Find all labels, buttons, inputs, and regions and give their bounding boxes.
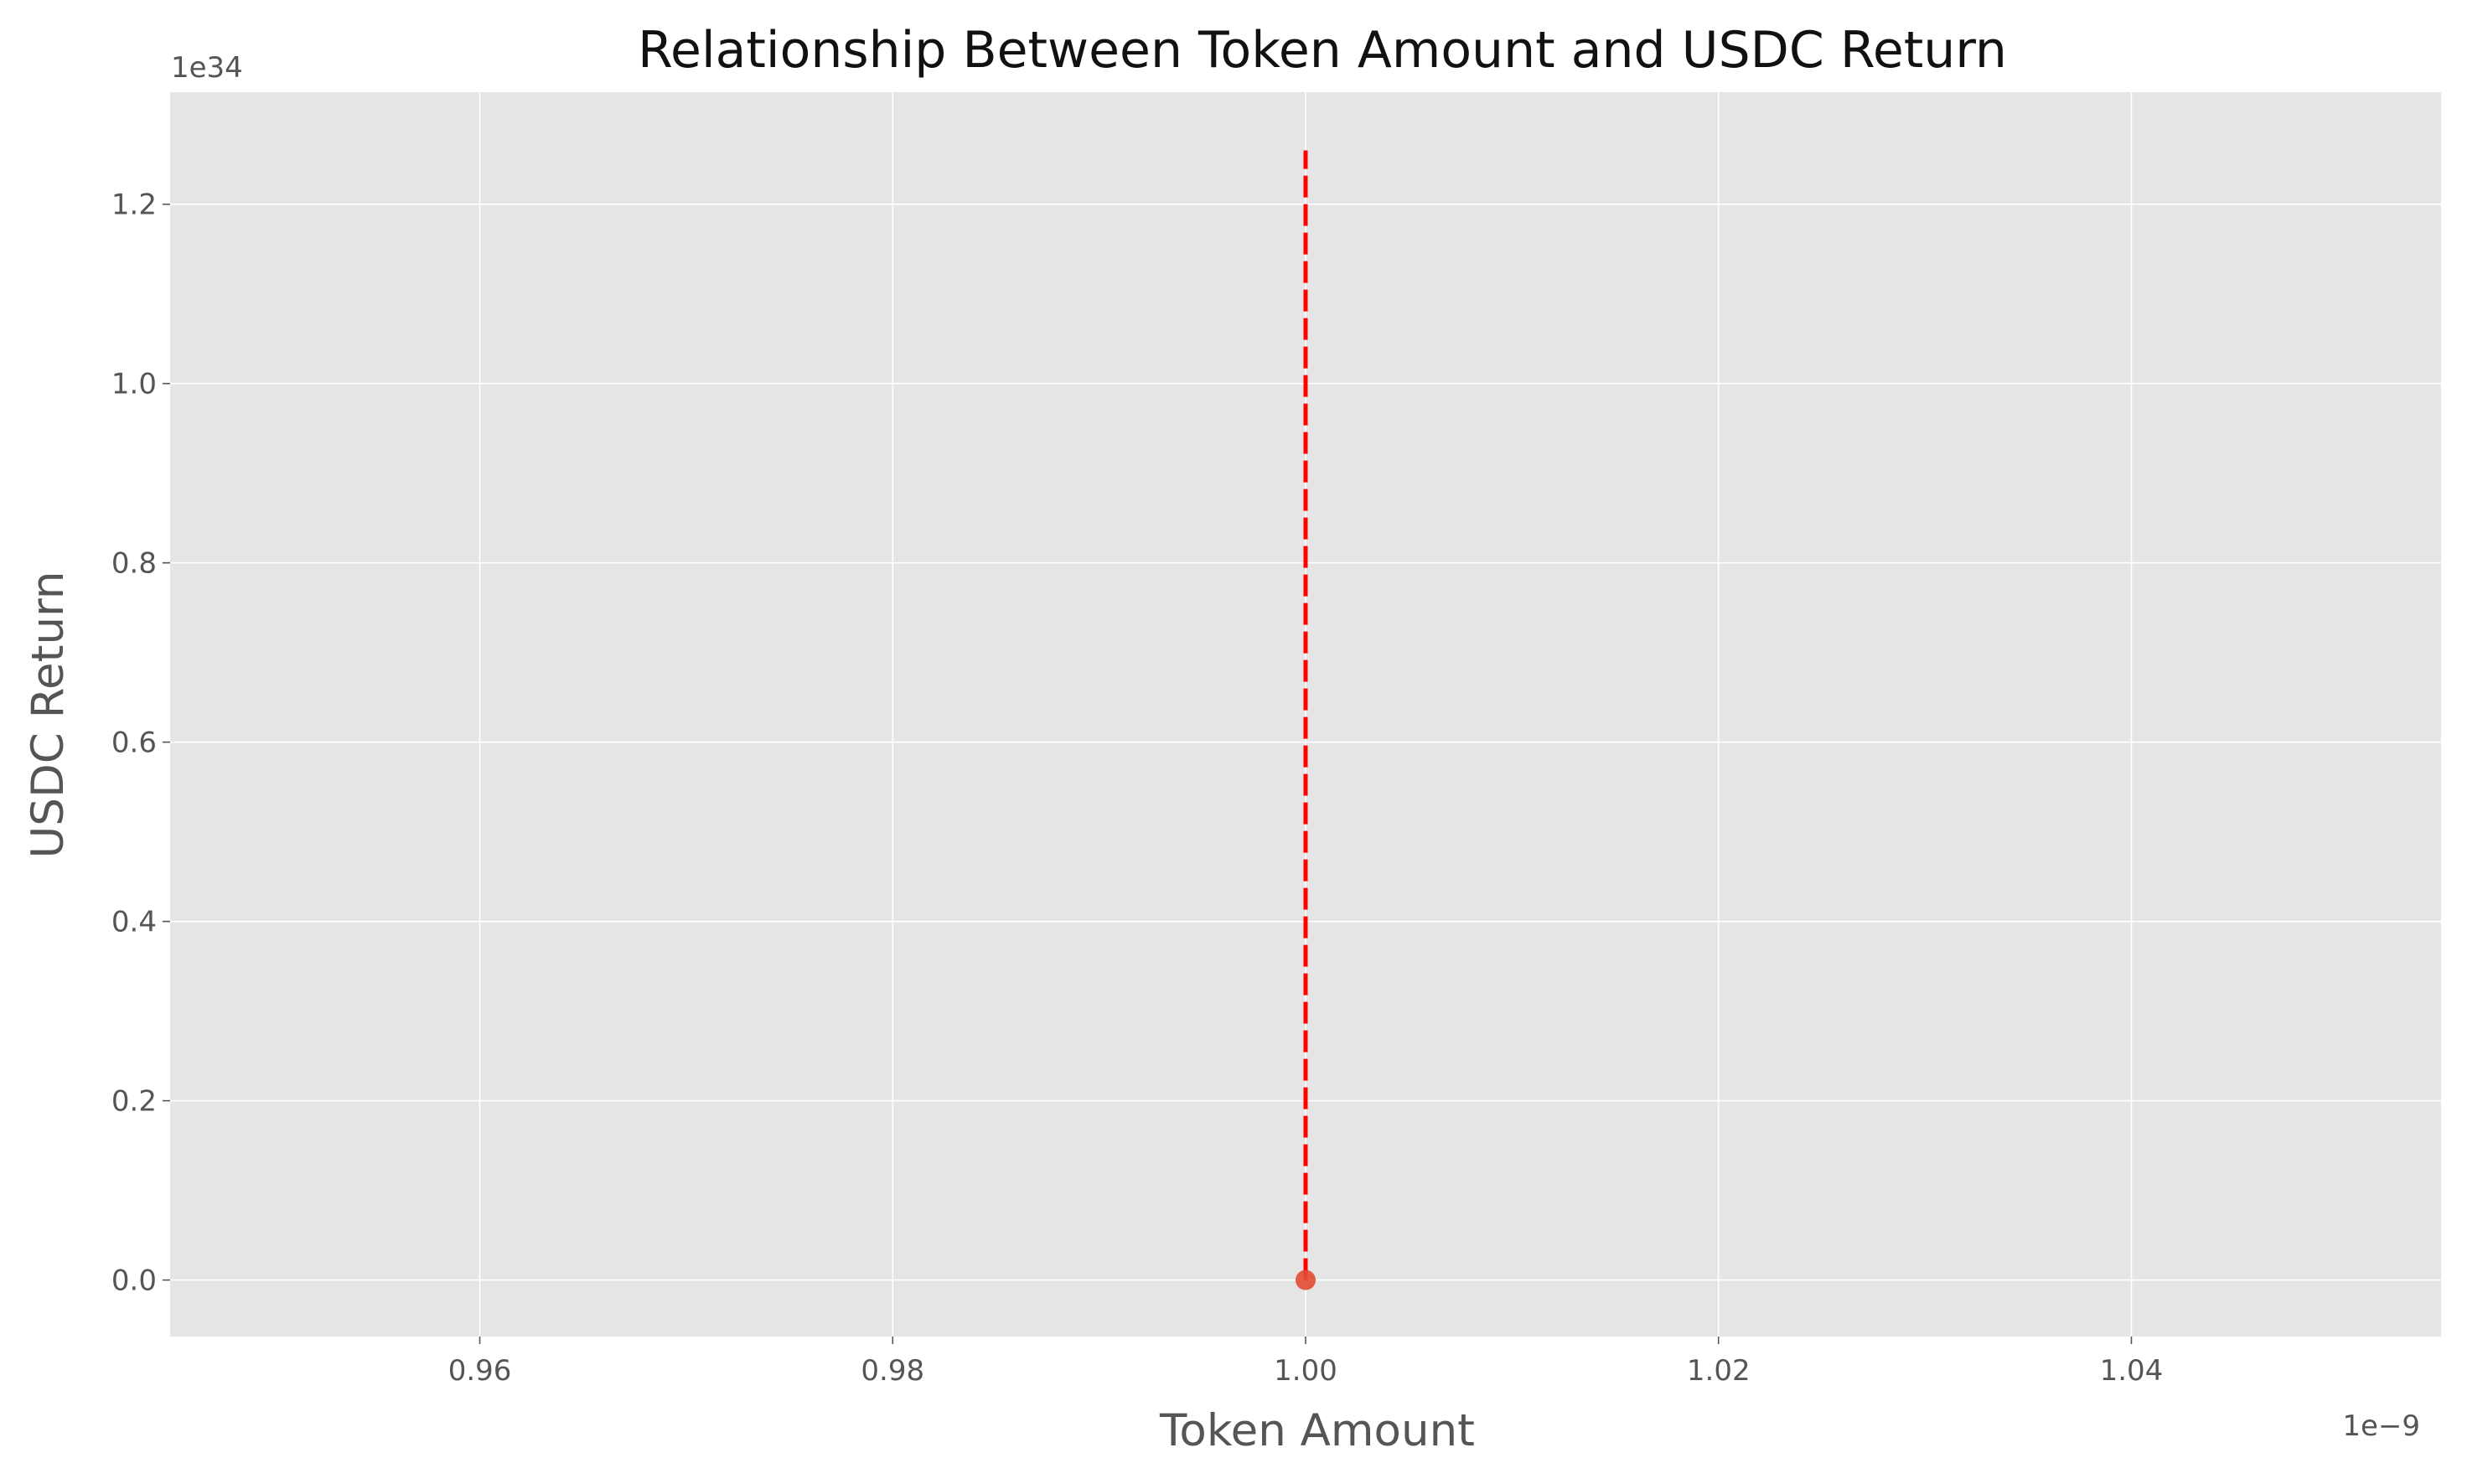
y-tick-label-6: 1.2 [111,189,157,222]
y-tick-label-1: 0.2 [111,1085,157,1119]
x-tick-label-0: 0.96 [448,1354,512,1388]
y-tick-label-2: 0.4 [111,906,157,939]
chart-title: Relationship Between Token Amount and US… [638,21,2007,80]
y-axis-label: USDC Return [23,571,74,859]
series-layer [1296,150,1316,1290]
y-tick-label-5: 1.0 [111,368,157,401]
y-tick-label-0: 0.0 [111,1264,157,1298]
x-tick-label-4: 1.04 [2100,1354,2164,1388]
x-axis-label: Token Amount [1159,1405,1475,1456]
x-axis-ticks: 0.96 0.98 1.00 1.02 1.04 [448,1337,2164,1388]
y-axis-ticks: 0.0 0.2 0.4 0.6 0.8 1.0 1.2 [111,189,170,1298]
x-tick-label-3: 1.02 [1687,1354,1751,1388]
x-tick-label-1: 0.98 [861,1354,924,1388]
x-axis-offset-label: 1e−9 [2342,1409,2420,1443]
data-point-0-0 [1296,1269,1316,1290]
y-axis-offset-label: 1e34 [171,51,243,85]
y-tick-label-3: 0.6 [111,726,157,760]
y-tick-label-4: 0.8 [111,547,157,581]
x-tick-label-2: 1.00 [1274,1354,1337,1388]
